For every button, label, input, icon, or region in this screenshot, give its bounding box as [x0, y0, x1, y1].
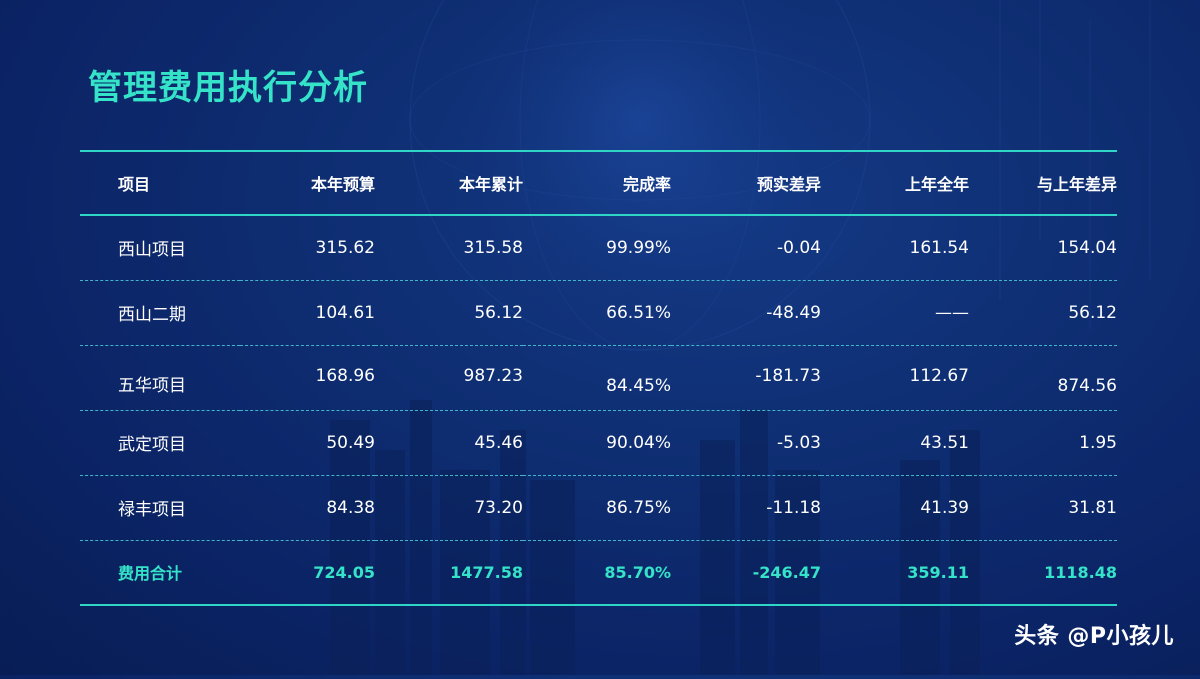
cell-cumulative: 56.12	[474, 302, 523, 323]
table-row: 西山二期 104.61 56.12 66.51% -48.49 —— 56.12	[80, 280, 1117, 345]
cell-last-year: 43.51	[920, 432, 969, 453]
cell-project: 西山项目	[118, 240, 186, 261]
header-cumulative: 本年累计	[458, 175, 523, 194]
cell-last-year: 112.67	[909, 365, 969, 386]
header-last-year: 上年全年	[904, 175, 969, 194]
total-yoy-diff: 1118.48	[1044, 562, 1117, 582]
cell-last-year: 41.39	[920, 497, 969, 518]
total-completion-rate: 85.70%	[604, 562, 671, 582]
total-label: 费用合计	[118, 564, 183, 584]
cell-variance: -48.49	[766, 302, 821, 323]
cell-last-year: 161.54	[909, 237, 969, 258]
cell-project: 武定项目	[118, 435, 186, 455]
header-yoy-diff: 与上年差异	[1036, 175, 1117, 194]
table-header-row: 项目 本年预算 本年累计 完成率 预实差异 上年全年 与上年差异	[80, 151, 1117, 215]
expense-table-container: 项目 本年预算 本年累计 完成率 预实差异 上年全年 与上年差异 西山项目 31…	[80, 150, 1117, 606]
cell-completion-rate: 84.45%	[606, 375, 671, 396]
total-cumulative: 1477.58	[450, 562, 523, 582]
table-row: 武定项目 50.49 45.46 90.04% -5.03 43.51 1.95	[80, 410, 1117, 475]
cell-yoy-diff: 154.04	[1057, 237, 1117, 258]
table-total-row: 费用合计 724.05 1477.58 85.70% -246.47 359.1…	[80, 540, 1117, 605]
cell-variance: -11.18	[766, 497, 821, 518]
cell-cumulative: 45.46	[474, 432, 523, 453]
table-row: 禄丰项目 84.38 73.20 86.75% -11.18 41.39 31.…	[80, 475, 1117, 540]
table-row: 五华项目 168.96 987.23 84.45% -181.73 112.67…	[80, 345, 1117, 410]
cell-completion-rate: 66.51%	[606, 302, 671, 323]
cell-variance: -181.73	[755, 365, 821, 386]
cell-budget: 168.96	[315, 365, 375, 386]
cell-completion-rate: 99.99%	[606, 237, 671, 258]
cell-cumulative: 987.23	[463, 365, 523, 386]
cell-variance: -0.04	[777, 237, 821, 258]
cell-completion-rate: 90.04%	[606, 432, 671, 453]
total-budget: 724.05	[313, 562, 375, 582]
table-row: 西山项目 315.62 315.58 99.99% -0.04 161.54 1…	[80, 215, 1117, 280]
cell-yoy-diff: 56.12	[1068, 302, 1117, 323]
cell-completion-rate: 86.75%	[606, 497, 671, 518]
total-last-year: 359.11	[907, 562, 969, 582]
cell-budget: 50.49	[326, 432, 375, 453]
cell-budget: 84.38	[326, 497, 375, 518]
header-completion-rate: 完成率	[622, 175, 671, 194]
page-title: 管理费用执行分析	[88, 68, 368, 108]
cell-cumulative: 315.58	[463, 237, 523, 258]
cell-budget: 315.62	[315, 237, 375, 258]
cell-budget: 104.61	[315, 302, 375, 323]
cell-variance: -5.03	[777, 432, 821, 453]
watermark: 头条 @P小孩儿	[1014, 624, 1174, 649]
cell-cumulative: 73.20	[474, 497, 523, 518]
header-variance: 预实差异	[756, 175, 821, 194]
cell-project: 西山二期	[118, 305, 186, 325]
total-variance: -246.47	[752, 562, 821, 582]
cell-yoy-diff: 31.81	[1068, 497, 1117, 518]
cell-project: 五华项目	[118, 375, 186, 396]
header-budget: 本年预算	[310, 175, 375, 194]
cell-yoy-diff: 874.56	[1057, 375, 1117, 396]
header-project: 项目	[118, 175, 151, 194]
cell-last-year: ——	[935, 302, 969, 323]
expense-table: 项目 本年预算 本年累计 完成率 预实差异 上年全年 与上年差异 西山项目 31…	[80, 150, 1117, 606]
cell-yoy-diff: 1.95	[1079, 432, 1117, 453]
cell-project: 禄丰项目	[118, 500, 186, 520]
